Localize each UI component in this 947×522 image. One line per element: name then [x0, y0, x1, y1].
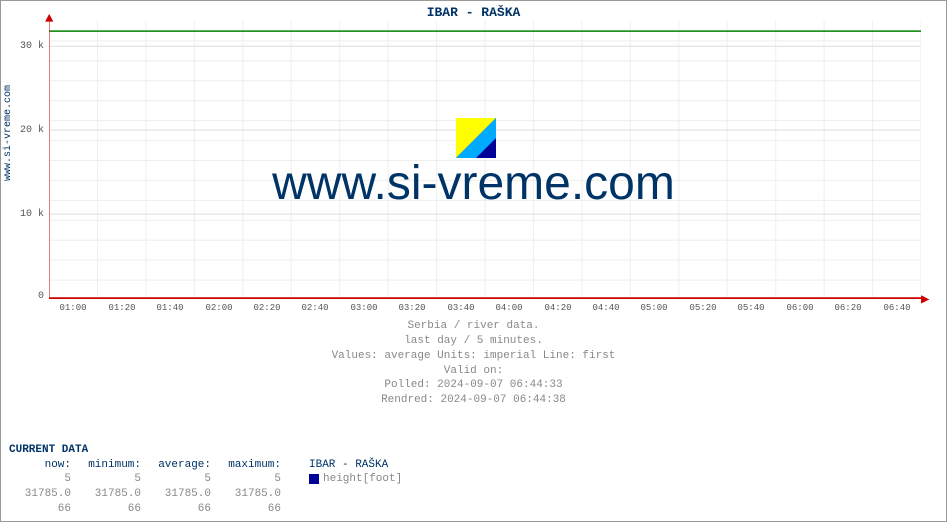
subtitle-line: Valid on: [1, 364, 946, 379]
cd-cell: 31785.0 [219, 487, 289, 502]
xtick: 04:40 [592, 303, 619, 313]
yaxis-arrow-icon: ▲ [45, 11, 53, 27]
xtick: 05:20 [689, 303, 716, 313]
xtick: 06:00 [786, 303, 813, 313]
chart-title: IBAR - RAŠKA [1, 5, 946, 20]
cd-cell: 5 [9, 472, 79, 487]
xtick: 04:20 [544, 303, 571, 313]
xtick: 03:00 [350, 303, 377, 313]
xtick: 06:20 [834, 303, 861, 313]
cd-header: average: [149, 458, 219, 473]
cd-legend-unit: height[foot] [289, 472, 410, 487]
ytick-2: 20 k [4, 125, 44, 136]
ytick-0: 0 [4, 291, 44, 302]
cd-header: maximum: [219, 458, 289, 473]
chart-subtitle-block: Serbia / river data. last day / 5 minute… [1, 319, 946, 408]
current-data-table: now: minimum: average: maximum: IBAR - R… [9, 458, 410, 517]
ytick-1: 10 k [4, 209, 44, 220]
subtitle-line: Polled: 2024-09-07 06:44:33 [1, 378, 946, 393]
cd-cell: 5 [79, 472, 149, 487]
subtitle-line: Rendred: 2024-09-07 06:44:38 [1, 393, 946, 408]
cd-cell: 31785.0 [149, 487, 219, 502]
watermark-logo-icon [456, 118, 496, 158]
xtick: 05:00 [640, 303, 667, 313]
subtitle-line: last day / 5 minutes. [1, 334, 946, 349]
cd-cell: 66 [149, 502, 219, 517]
xtick: 02:00 [205, 303, 232, 313]
cd-header: now: [9, 458, 79, 473]
xtick: 03:20 [398, 303, 425, 313]
cd-header: minimum: [79, 458, 149, 473]
legend-color-box-icon [309, 474, 319, 484]
cd-cell: 5 [149, 472, 219, 487]
cd-cell: 66 [9, 502, 79, 517]
xtick: 01:20 [108, 303, 135, 313]
legend-station: IBAR - RAŠKA [309, 459, 388, 471]
xtick: 02:20 [253, 303, 280, 313]
cd-cell: 31785.0 [79, 487, 149, 502]
xtick: 01:40 [156, 303, 183, 313]
ytick-3: 30 k [4, 41, 44, 52]
legend-unit-label: height[foot] [323, 473, 402, 485]
xtick: 02:40 [301, 303, 328, 313]
current-data-title: CURRENT DATA [9, 443, 410, 458]
xtick: 01:00 [59, 303, 86, 313]
xtick: 04:00 [495, 303, 522, 313]
subtitle-line: Values: average Units: imperial Line: fi… [1, 349, 946, 364]
chart-container: IBAR - RAŠKA www.si-vreme.com [0, 0, 947, 522]
xaxis-arrow-icon: ▶ [921, 291, 929, 308]
current-data-block: CURRENT DATA now: minimum: average: maxi… [9, 443, 410, 517]
cd-cell: 66 [79, 502, 149, 517]
subtitle-line: Serbia / river data. [1, 319, 946, 334]
chart-plot-area [49, 21, 921, 299]
xtick: 05:40 [737, 303, 764, 313]
cd-cell: 66 [219, 502, 289, 517]
cd-cell: 5 [219, 472, 289, 487]
cd-cell: 31785.0 [9, 487, 79, 502]
xtick: 03:40 [447, 303, 474, 313]
cd-legend: IBAR - RAŠKA [289, 458, 410, 473]
xtick: 06:40 [883, 303, 910, 313]
chart-svg [49, 21, 921, 298]
